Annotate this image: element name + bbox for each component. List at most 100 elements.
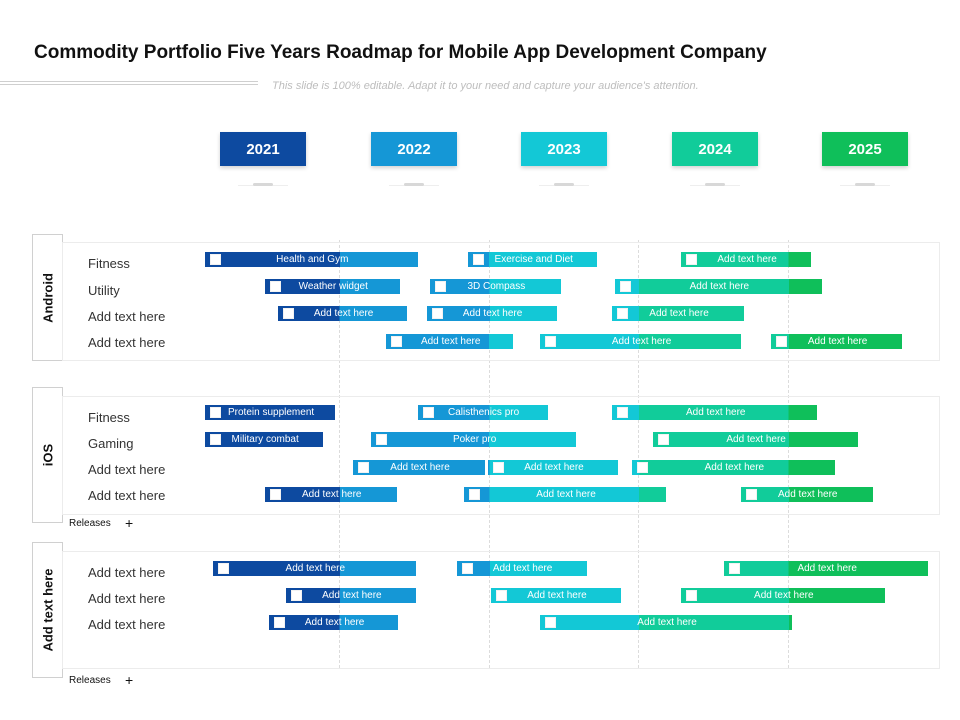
task-checkbox[interactable] — [358, 462, 370, 473]
task-checkbox[interactable] — [617, 308, 629, 319]
row-label: Fitness — [88, 256, 130, 271]
task-bar[interactable]: Add text here — [456, 561, 587, 576]
year-marker — [855, 183, 875, 186]
task-bar[interactable]: Add text here — [681, 252, 812, 267]
task-bar[interactable]: Add text here — [464, 487, 667, 502]
section-frame-android — [62, 242, 940, 361]
task-checkbox[interactable] — [495, 590, 507, 601]
task-checkbox[interactable] — [729, 563, 741, 574]
task-bar[interactable]: Calisthenics pro — [417, 405, 548, 420]
task-label: Add text here — [797, 563, 857, 574]
task-bar[interactable]: Add text here — [681, 588, 885, 603]
task-bar[interactable]: Add text here — [631, 460, 836, 475]
task-checkbox[interactable] — [283, 308, 295, 319]
row-label: Add text here — [88, 488, 166, 503]
task-checkbox[interactable] — [492, 462, 504, 473]
task-checkbox[interactable] — [391, 336, 403, 347]
task-checkbox[interactable] — [217, 563, 229, 574]
task-checkbox[interactable] — [620, 281, 632, 292]
year-divider — [339, 240, 340, 668]
task-bar[interactable]: Add text here — [212, 561, 417, 576]
task-label: Military combat — [231, 434, 299, 445]
task-label: Add text here — [462, 308, 523, 319]
task-checkbox[interactable] — [422, 407, 434, 418]
task-bar[interactable]: Add text here — [426, 306, 557, 321]
task-checkbox[interactable] — [269, 489, 281, 500]
task-checkbox[interactable] — [775, 336, 787, 347]
task-label: Add text here — [777, 489, 838, 500]
task-checkbox[interactable] — [274, 617, 286, 628]
task-bar[interactable]: Add text here — [612, 405, 818, 420]
task-label: Add text here — [726, 434, 786, 445]
task-checkbox[interactable] — [617, 407, 629, 418]
task-checkbox[interactable] — [545, 617, 557, 628]
task-bar[interactable]: Exercise and Diet — [468, 252, 598, 267]
task-checkbox[interactable] — [290, 590, 302, 601]
task-checkbox[interactable] — [545, 336, 557, 347]
task-bar[interactable]: Military combat — [205, 432, 324, 447]
task-bar[interactable]: Add text here — [353, 460, 485, 475]
task-label: Add text here — [637, 617, 697, 628]
task-bar[interactable]: Add text here — [269, 615, 398, 630]
task-bar[interactable]: Weather widget — [264, 279, 400, 294]
task-bar[interactable]: Add text here — [386, 334, 514, 349]
task-bar[interactable]: Add text here — [724, 561, 928, 576]
task-label: Add text here — [527, 590, 587, 601]
task-label: Add text here — [536, 489, 596, 500]
task-bar[interactable]: Add text here — [487, 460, 619, 475]
task-label: Exercise and Diet — [494, 254, 573, 265]
task-checkbox[interactable] — [269, 281, 281, 292]
section-label-other: Add text here — [32, 542, 63, 678]
task-label: Add text here — [524, 462, 584, 473]
plus-icon[interactable]: + — [125, 515, 134, 531]
row-label: Add text here — [88, 462, 166, 477]
task-bar[interactable]: Add text here — [278, 306, 407, 321]
row-label: Fitness — [88, 410, 130, 425]
task-label: Poker pro — [452, 434, 497, 445]
task-bar[interactable]: Add text here — [540, 615, 792, 630]
task-checkbox[interactable] — [210, 407, 221, 418]
task-bar[interactable]: Protein supplement — [205, 405, 336, 420]
task-checkbox[interactable] — [745, 489, 757, 500]
title-rule — [0, 84, 258, 85]
task-bar[interactable]: Add text here — [770, 334, 903, 349]
task-label: Add text here — [807, 336, 868, 347]
task-label: Add text here — [704, 462, 765, 473]
task-checkbox[interactable] — [461, 563, 473, 574]
task-checkbox[interactable] — [434, 281, 446, 292]
task-checkbox[interactable] — [686, 254, 697, 265]
year-header-2023: 2023 — [521, 132, 607, 166]
task-bar[interactable]: Add text here — [264, 487, 397, 502]
task-bar[interactable]: Add text here — [740, 487, 873, 502]
task-bar[interactable]: Add text here — [285, 588, 416, 603]
plus-icon[interactable]: + — [125, 672, 134, 688]
row-label: Gaming — [88, 436, 134, 451]
row-label: Add text here — [88, 335, 166, 350]
task-bar[interactable]: Add text here — [540, 334, 741, 349]
task-bar[interactable]: Add text here — [652, 432, 858, 447]
task-bar[interactable]: 3D Compass — [429, 279, 562, 294]
title-rule — [0, 81, 258, 82]
task-checkbox[interactable] — [210, 434, 221, 445]
releases-label: Releases — [69, 518, 111, 529]
task-bar[interactable]: Health and Gym — [205, 252, 418, 267]
task-bar[interactable]: Poker pro — [371, 432, 577, 447]
year-header-2025: 2025 — [822, 132, 908, 166]
task-bar[interactable]: Add text here — [612, 306, 744, 321]
task-label: Add text here — [754, 590, 814, 601]
task-bar[interactable]: Add text here — [615, 279, 822, 294]
task-checkbox[interactable] — [473, 254, 485, 265]
task-bar[interactable]: Add text here — [490, 588, 622, 603]
task-checkbox[interactable] — [210, 254, 221, 265]
section-frame-ios — [62, 396, 940, 515]
task-checkbox[interactable] — [686, 590, 697, 601]
task-checkbox[interactable] — [469, 489, 480, 500]
year-divider — [489, 240, 490, 668]
section-label-text: iOS — [40, 443, 55, 467]
section-label-android: Android — [32, 234, 63, 361]
task-checkbox[interactable] — [636, 462, 648, 473]
task-checkbox[interactable] — [376, 434, 388, 445]
task-label: Add text here — [304, 617, 365, 628]
task-checkbox[interactable] — [657, 434, 669, 445]
task-checkbox[interactable] — [431, 308, 443, 319]
